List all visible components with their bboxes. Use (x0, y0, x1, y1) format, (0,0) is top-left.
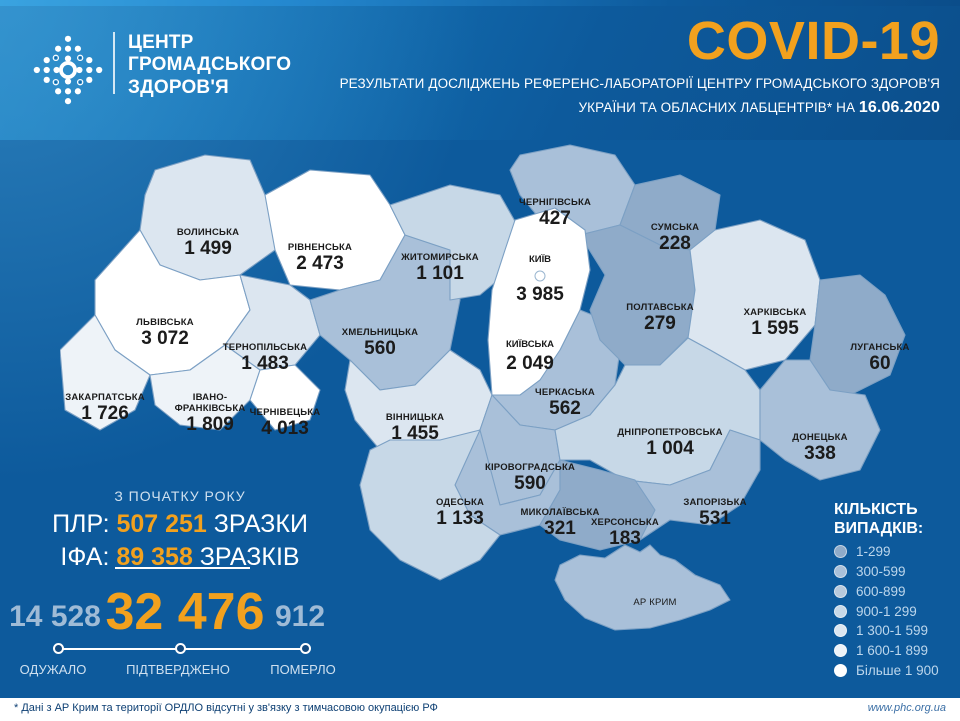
svg-text:МИКОЛАЇВСЬКА: МИКОЛАЇВСЬКА (520, 507, 599, 518)
svg-text:ЗАКАРПАТСЬКА: ЗАКАРПАТСЬКА (65, 392, 145, 403)
svg-text:ЧЕРНІВЕЦЬКА: ЧЕРНІВЕЦЬКА (250, 407, 321, 418)
svg-text:ХЕРСОНСЬКА: ХЕРСОНСЬКА (591, 517, 659, 528)
svg-text:ЛУГАНСЬКА: ЛУГАНСЬКА (850, 342, 909, 353)
svg-text:1 101: 1 101 (416, 263, 464, 284)
svg-text:ОДЕСЬКА: ОДЕСЬКА (436, 497, 484, 508)
svg-text:АР КРИМ: АР КРИМ (633, 597, 676, 608)
svg-text:КИЇВ: КИЇВ (529, 254, 551, 265)
svg-text:СУМСЬКА: СУМСЬКА (651, 222, 699, 233)
svg-text:ЖИТОМИРСЬКА: ЖИТОМИРСЬКА (400, 252, 479, 263)
svg-text:ВОЛИНСЬКА: ВОЛИНСЬКА (177, 227, 239, 238)
svg-text:3 985: 3 985 (516, 284, 564, 305)
svg-text:1 499: 1 499 (184, 238, 232, 259)
svg-text:РІВНЕНСЬКА: РІВНЕНСЬКА (288, 242, 352, 253)
svg-text:4 013: 4 013 (261, 418, 309, 439)
svg-text:ЗАПОРІЗЬКА: ЗАПОРІЗЬКА (683, 497, 746, 508)
svg-text:ХАРКІВСЬКА: ХАРКІВСЬКА (744, 307, 807, 318)
svg-text:КИЇВСЬКА: КИЇВСЬКА (506, 339, 554, 350)
svg-text:ПОЛТАВСЬКА: ПОЛТАВСЬКА (626, 302, 694, 313)
svg-text:338: 338 (804, 443, 836, 464)
svg-text:ЛЬВІВСЬКА: ЛЬВІВСЬКА (136, 317, 194, 328)
svg-text:1 809: 1 809 (186, 414, 234, 435)
svg-text:ТЕРНОПІЛЬСЬКА: ТЕРНОПІЛЬСЬКА (223, 342, 307, 353)
svg-text:560: 560 (364, 338, 396, 359)
svg-text:ЧЕРКАСЬКА: ЧЕРКАСЬКА (535, 387, 595, 398)
svg-text:1 726: 1 726 (81, 403, 129, 424)
svg-text:1 595: 1 595 (751, 318, 799, 339)
svg-text:1 133: 1 133 (436, 508, 484, 529)
svg-text:КІРОВОГРАДСЬКА: КІРОВОГРАДСЬКА (485, 462, 575, 473)
svg-text:279: 279 (644, 313, 676, 334)
svg-text:1 004: 1 004 (646, 438, 694, 459)
svg-text:1 483: 1 483 (241, 353, 289, 374)
svg-text:427: 427 (539, 208, 571, 229)
svg-text:321: 321 (544, 518, 576, 539)
svg-text:531: 531 (699, 508, 731, 529)
svg-text:ХМЕЛЬНИЦЬКА: ХМЕЛЬНИЦЬКА (342, 327, 418, 338)
svg-text:590: 590 (514, 473, 546, 494)
svg-text:ЧЕРНІГІВСЬКА: ЧЕРНІГІВСЬКА (519, 197, 591, 208)
svg-text:ДНІПРОПЕТРОВСЬКА: ДНІПРОПЕТРОВСЬКА (617, 427, 722, 438)
svg-text:562: 562 (549, 398, 581, 419)
svg-text:2 049: 2 049 (506, 353, 554, 374)
svg-text:1 455: 1 455 (391, 423, 439, 444)
svg-text:183: 183 (609, 528, 641, 549)
svg-text:ВІННИЦЬКА: ВІННИЦЬКА (386, 412, 444, 423)
svg-text:3 072: 3 072 (141, 328, 189, 349)
svg-text:60: 60 (869, 353, 890, 374)
svg-text:ДОНЕЦЬКА: ДОНЕЦЬКА (792, 432, 847, 443)
svg-text:228: 228 (659, 233, 691, 254)
svg-text:2 473: 2 473 (296, 253, 344, 274)
